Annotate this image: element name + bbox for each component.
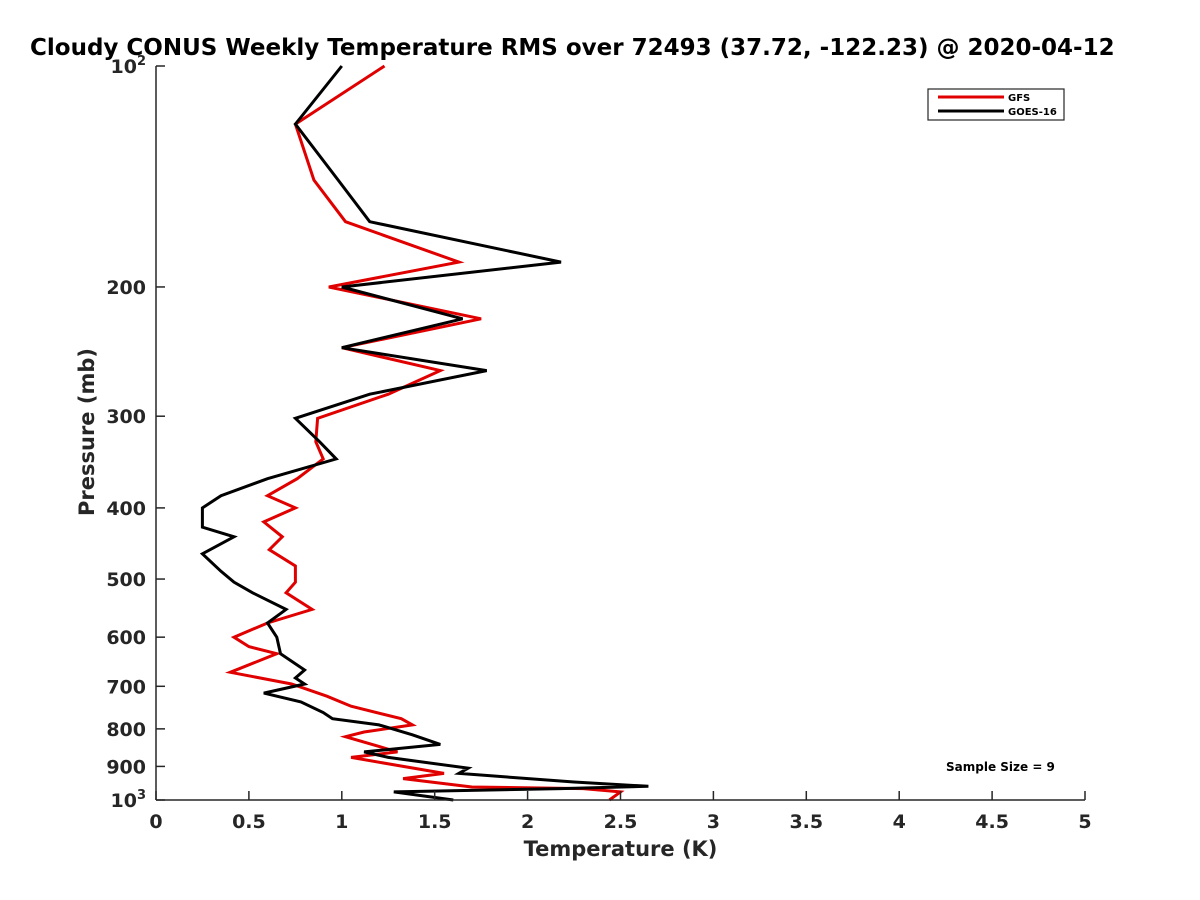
legend-box [927, 88, 1065, 121]
y-tick-label: 600 [106, 627, 146, 649]
x-tick-label: 1 [335, 811, 348, 833]
x-tick-label: 3 [707, 811, 720, 833]
y-tick-label: 500 [106, 569, 146, 591]
series-lines [199, 64, 649, 802]
legend-label-gfs: GFS [1008, 93, 1030, 104]
y-tick-label: 900 [106, 756, 146, 778]
y-tick-label: 103 [111, 788, 147, 812]
x-tick-label: 2 [521, 811, 534, 833]
sample-size-annotation: Sample Size = 9 [946, 760, 1055, 774]
x-tick-label: 3.5 [789, 811, 823, 833]
y-tick-label: 800 [106, 719, 146, 741]
y-tick-label: 400 [106, 498, 146, 520]
chart-title: Cloudy CONUS Weekly Temperature RMS over… [30, 35, 1115, 61]
x-tick-label: 5 [1078, 811, 1091, 833]
x-tick-label: 0 [149, 811, 162, 833]
y-tick-label: 700 [106, 676, 146, 698]
legend: GFS GOES-16 [927, 88, 1065, 121]
y-tick-label: 200 [106, 277, 146, 299]
x-tick-label: 4 [893, 811, 906, 833]
x-tick-label: 4.5 [975, 811, 1009, 833]
x-axis-label: Temperature (K) [524, 837, 718, 861]
y-tick-label: 300 [106, 406, 146, 428]
axes: 0 0.5 1 1.5 2 2.5 3 3.5 4 4.5 5 102 200 300 400 500 600 7… [106, 54, 1091, 833]
x-tick-label: 1.5 [418, 811, 452, 833]
series-line-goes-16 [199, 65, 649, 802]
y-axis-label: Pressure (mb) [75, 348, 99, 516]
x-tick-label: 2.5 [604, 811, 638, 833]
y-tick-label: 102 [111, 54, 147, 78]
x-tick-label: 0.5 [232, 811, 266, 833]
legend-label-goes-16: GOES-16 [1008, 107, 1057, 118]
